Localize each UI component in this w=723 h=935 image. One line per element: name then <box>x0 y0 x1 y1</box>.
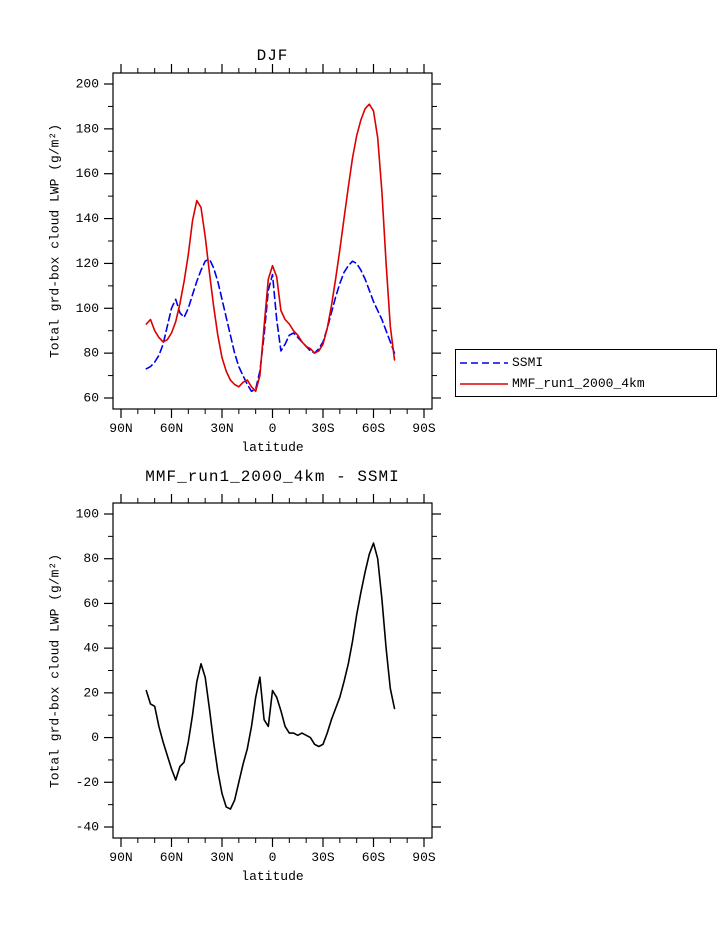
series-line-ssmi <box>145 258 396 393</box>
y-tick-label: 80 <box>83 346 99 361</box>
series-line-mmf-run1-2000-4km-ssmi <box>145 542 396 810</box>
y-tick-label: 100 <box>76 301 99 316</box>
x-tick-label: 90N <box>109 850 132 865</box>
legend-line-sample <box>460 361 508 364</box>
x-tick-label: 60N <box>160 421 183 436</box>
legend: SSMI MMF_run1_2000_4km <box>455 349 717 397</box>
x-tick-label: 90S <box>412 421 436 436</box>
y-tick-label: -20 <box>76 775 99 790</box>
top-chart-title: DJF <box>256 47 289 65</box>
legend-label: MMF_run1_2000_4km <box>512 376 645 391</box>
y-tick-label: 140 <box>76 211 99 226</box>
x-tick-label: 60N <box>160 850 183 865</box>
y-tick-label: 60 <box>83 596 99 611</box>
y-tick-label: 180 <box>76 121 99 136</box>
y-tick-label: 60 <box>83 391 99 406</box>
x-tick-label: 30N <box>210 850 233 865</box>
y-tick-label: -40 <box>76 820 99 835</box>
bottom-chart-ylabel: Total grd-box cloud LWP (g/m²) <box>47 553 63 789</box>
y-tick-label: 20 <box>83 685 99 700</box>
plot-frame <box>112 502 433 839</box>
y-tick-label: 0 <box>91 730 99 745</box>
legend-entry: SSMI <box>459 355 716 370</box>
bottom-chart-xlabel: latitude <box>241 869 304 884</box>
x-tick-label: 0 <box>269 850 277 865</box>
x-tick-label: 60S <box>362 850 386 865</box>
x-tick-label: 30S <box>311 850 335 865</box>
y-tick-label: 40 <box>83 641 99 656</box>
series-line-mmf-run1-2000-4km <box>145 103 396 393</box>
x-tick-label: 30S <box>311 421 335 436</box>
x-tick-label: 90N <box>109 421 132 436</box>
top-chart-ylabel: Total grd-box cloud LWP (g/m²) <box>47 123 63 359</box>
top-chart-xlabel: latitude <box>241 440 304 455</box>
y-tick-label: 100 <box>76 507 99 522</box>
bottom-chart-plot: 90N 60N 30N 0 30S 60S 90S -40 -20 0 20 40 60 80 100 <box>76 494 441 865</box>
legend-line-sample <box>460 382 508 385</box>
legend-entry: MMF_run1_2000_4km <box>459 376 716 391</box>
top-chart-plot: 90N 60N 30N 0 30S 60S 90S 60 80 100 120 140 160 180 20… <box>76 64 441 436</box>
x-tick-label: 90S <box>412 850 436 865</box>
x-tick-label: 60S <box>362 421 386 436</box>
y-tick-label: 80 <box>83 551 99 566</box>
y-tick-label: 160 <box>76 166 99 181</box>
x-tick-label: 30N <box>210 421 233 436</box>
y-tick-label: 120 <box>76 256 99 271</box>
y-tick-label: 200 <box>76 77 99 92</box>
x-tick-label: 0 <box>269 421 277 436</box>
bottom-chart-title: MMF_run1_2000_4km - SSMI <box>145 468 400 486</box>
legend-label: SSMI <box>512 355 544 370</box>
